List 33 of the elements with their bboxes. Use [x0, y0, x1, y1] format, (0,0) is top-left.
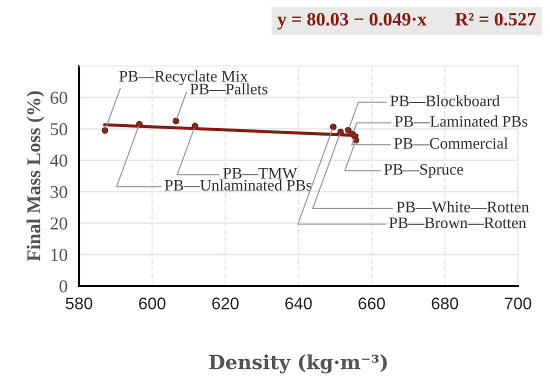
- point: [344, 126, 352, 134]
- x-tick-label: 600: [139, 298, 166, 310]
- y-tick-label: 50: [50, 123, 68, 136]
- annotation: PB—Commercial: [394, 137, 508, 149]
- y-tick-label: 30: [50, 186, 68, 198]
- point: [136, 120, 143, 128]
- annotation: PB—White—Rotten: [396, 201, 529, 212]
- point: [330, 124, 337, 130]
- point: [337, 128, 344, 136]
- y-axis-title: Final Mass Loss (%): [26, 91, 44, 262]
- y-tick-label: 0: [60, 280, 68, 292]
- annotation: PB—Spruce: [384, 164, 464, 178]
- y-tick-label: 40: [50, 154, 68, 167]
- point: [192, 122, 198, 130]
- x-tick-label: 640: [285, 298, 312, 310]
- x-tick-label: 700: [504, 298, 532, 310]
- x-tick-label: 680: [432, 298, 458, 310]
- x-tick-label: 660: [358, 298, 385, 310]
- text: y = 80.03 − 0.049·x R² = 0.527: [277, 12, 536, 30]
- x-axis-title: Density (kg·m⁻³): [209, 354, 387, 374]
- y-tick-label: 20: [50, 217, 68, 230]
- x-tick-label: 620: [212, 298, 239, 310]
- y-tick-label: 10: [51, 248, 68, 262]
- annotation: PB—Laminated PBs: [394, 116, 528, 127]
- annotation: PB—Brown—Rotten: [389, 218, 526, 228]
- annotation: PB—Unlaminated PBs: [164, 179, 312, 191]
- point: [102, 127, 108, 134]
- annotation: PB—Pallets: [190, 83, 268, 94]
- y-tick-label: 60: [50, 92, 68, 104]
- x-tick-label: 580: [66, 298, 92, 310]
- annotation: PB—TMW: [223, 168, 298, 179]
- annotation: PB—Blockboard: [390, 95, 500, 106]
- point: [172, 118, 180, 124]
